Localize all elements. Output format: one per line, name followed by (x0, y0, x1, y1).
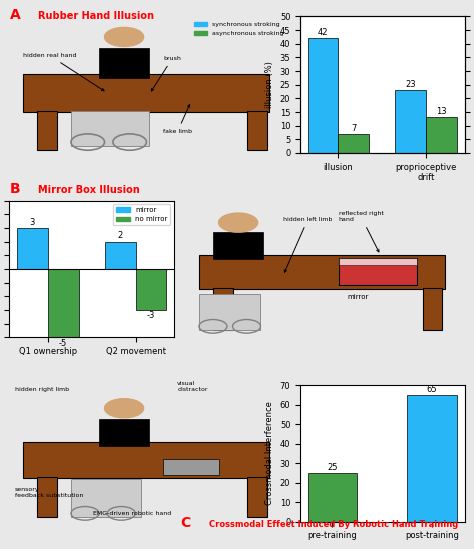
FancyBboxPatch shape (163, 459, 219, 475)
Text: hidden right limb: hidden right limb (15, 386, 69, 391)
Text: A: A (9, 8, 20, 22)
Text: C: C (180, 516, 191, 530)
FancyBboxPatch shape (339, 258, 417, 285)
Text: Rubber Hand Illusion: Rubber Hand Illusion (38, 11, 154, 21)
Text: 2: 2 (118, 231, 123, 240)
Circle shape (219, 213, 258, 232)
Circle shape (104, 399, 144, 418)
Bar (308, 38, 338, 153)
Text: hidden real hand: hidden real hand (23, 53, 104, 91)
Text: -3: -3 (147, 311, 155, 320)
Bar (407, 395, 457, 522)
Bar (426, 117, 457, 153)
Text: B: B (9, 182, 20, 196)
Text: hidden left limb: hidden left limb (283, 217, 332, 272)
Bar (48, 269, 79, 337)
Y-axis label: Crossmodal Interference: Crossmodal Interference (265, 401, 274, 505)
Text: 7: 7 (351, 124, 356, 132)
Text: 65: 65 (427, 385, 438, 394)
Bar (17, 228, 48, 269)
FancyBboxPatch shape (23, 442, 269, 478)
FancyBboxPatch shape (247, 477, 267, 518)
Bar (136, 269, 166, 310)
Bar (395, 90, 426, 153)
FancyBboxPatch shape (37, 111, 57, 150)
Bar (338, 134, 369, 153)
FancyBboxPatch shape (23, 74, 269, 112)
Wedge shape (104, 27, 144, 37)
Text: 23: 23 (406, 80, 416, 89)
Text: Crossmodal Effect Induced By Robotic Hand Training: Crossmodal Effect Induced By Robotic Han… (209, 520, 458, 529)
FancyBboxPatch shape (99, 419, 149, 446)
Text: 25: 25 (327, 463, 338, 472)
Text: EMG-driven robotic hand: EMG-driven robotic hand (93, 511, 172, 516)
FancyBboxPatch shape (199, 294, 261, 330)
Text: visual
distractor: visual distractor (177, 380, 208, 391)
FancyBboxPatch shape (71, 479, 141, 518)
Text: 42: 42 (318, 28, 328, 37)
Text: 13: 13 (437, 107, 447, 116)
Legend: mirror, no mirror: mirror, no mirror (113, 204, 171, 225)
Text: Mirror Box Illusion: Mirror Box Illusion (38, 185, 140, 195)
Legend: synchronous stroking, asynchronous stroking: synchronous stroking, asynchronous strok… (192, 20, 286, 38)
FancyBboxPatch shape (213, 232, 263, 260)
FancyBboxPatch shape (247, 111, 267, 150)
Bar (308, 473, 357, 522)
Y-axis label: illusion (%): illusion (%) (265, 61, 274, 108)
FancyBboxPatch shape (71, 111, 149, 146)
Circle shape (104, 27, 144, 47)
FancyBboxPatch shape (37, 477, 57, 518)
Text: -5: -5 (59, 339, 67, 348)
Bar (105, 242, 136, 269)
Text: 3: 3 (30, 218, 35, 227)
Text: sensory
feedback substitution: sensory feedback substitution (15, 487, 83, 498)
FancyBboxPatch shape (199, 255, 445, 289)
FancyBboxPatch shape (423, 288, 442, 330)
Wedge shape (219, 213, 258, 222)
Text: brush: brush (151, 56, 181, 91)
Text: fake limb: fake limb (163, 105, 192, 133)
FancyBboxPatch shape (99, 48, 149, 78)
FancyBboxPatch shape (339, 258, 417, 265)
Text: reflected right
hand: reflected right hand (339, 211, 383, 252)
Text: mirror: mirror (347, 294, 369, 300)
FancyBboxPatch shape (213, 288, 233, 330)
Wedge shape (104, 399, 144, 408)
